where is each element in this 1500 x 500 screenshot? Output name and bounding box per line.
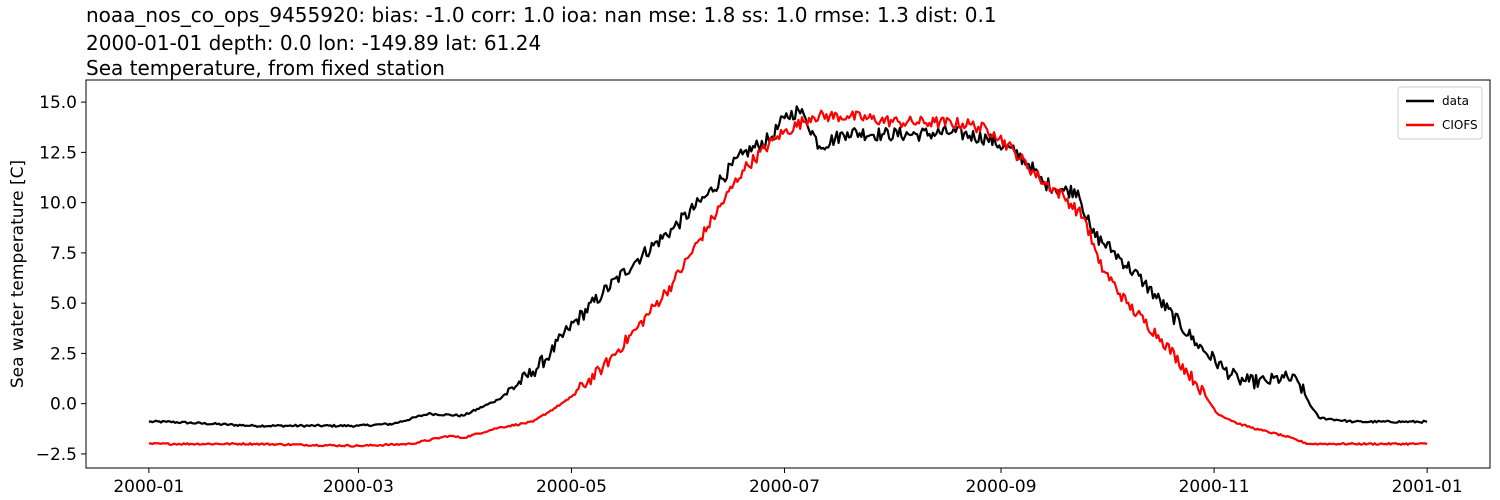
x-tick-label: 2001-01 <box>1392 477 1463 497</box>
x-tick-label: 2000-03 <box>323 477 394 497</box>
y-tick-label: 7.5 <box>50 244 77 264</box>
y-tick-label: 0.0 <box>50 395 77 415</box>
legend: data CIOFS <box>1397 86 1483 140</box>
y-tick-label: 5.0 <box>50 294 77 314</box>
x-tick-label: 2000-01 <box>113 477 184 497</box>
y-tick-label: 12.5 <box>39 143 77 163</box>
x-tick-label: 2000-07 <box>749 477 820 497</box>
y-tick-label: −2.5 <box>36 445 77 465</box>
y-tick-label: 2.5 <box>50 344 77 364</box>
y-tick-label: 15.0 <box>39 93 77 113</box>
x-tick-label: 2000-09 <box>966 477 1037 497</box>
y-tick-label: 10.0 <box>39 194 77 214</box>
series-line-ciofs <box>148 109 1428 448</box>
x-tick-label: 2000-05 <box>536 477 607 497</box>
x-axis: 2000-01 2000-03 2000-05 2000-07 2000-09 2000-… <box>113 468 1463 497</box>
legend-label-ciofs: CIOFS <box>1442 118 1478 132</box>
y-axis-label: Sea water temperature [C] <box>8 160 28 388</box>
chart-title-line-3: Sea temperature, from fixed station <box>86 56 445 80</box>
chart-title-line-2: 2000-01-01 depth: 0.0 lon: -149.89 lat: … <box>86 31 542 55</box>
chart-title-line-1: noaa_nos_co_ops_9455920: bias: -1.0 corr… <box>86 3 997 27</box>
legend-label-data: data <box>1442 94 1469 108</box>
plot-frame <box>85 79 1491 469</box>
series-layer <box>148 105 1428 448</box>
y-axis: −2.5 0.0 2.5 5.0 7.5 10.0 12.5 15.0 <box>36 93 86 465</box>
series-line-data <box>148 105 1428 428</box>
x-tick-label: 2000-11 <box>1179 477 1250 497</box>
